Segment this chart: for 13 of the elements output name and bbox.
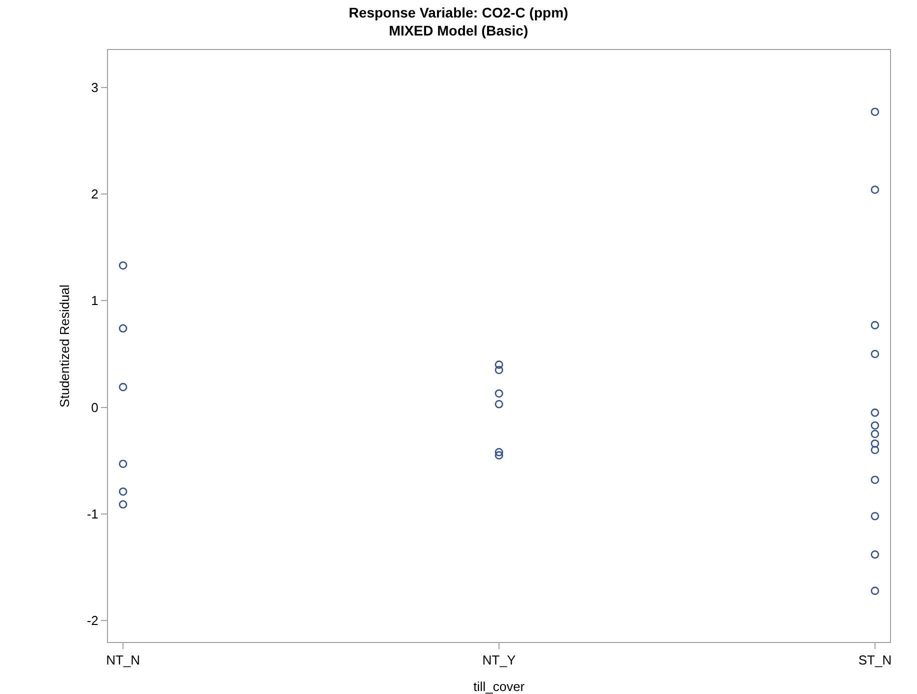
y-tick-label: 3 <box>91 80 98 95</box>
y-axis-title: Studentized Residual <box>56 284 72 408</box>
x-tick-label: NT_N <box>106 652 140 668</box>
y-tick-label: 2 <box>91 186 98 202</box>
chart-subtitle: MIXED Model (Basic) <box>388 22 528 39</box>
x-axis-title: till_cover <box>473 679 526 694</box>
y-tick-label: -1 <box>86 506 98 522</box>
chart-title: Response Variable: CO2-C (ppm) <box>348 4 568 20</box>
y-tick-label: 1 <box>91 293 98 308</box>
y-tick-label: 0 <box>91 400 98 415</box>
x-tick-label: NT_Y <box>482 652 516 668</box>
x-tick-label: ST_N <box>858 652 892 668</box>
y-tick-label: -2 <box>86 613 98 628</box>
